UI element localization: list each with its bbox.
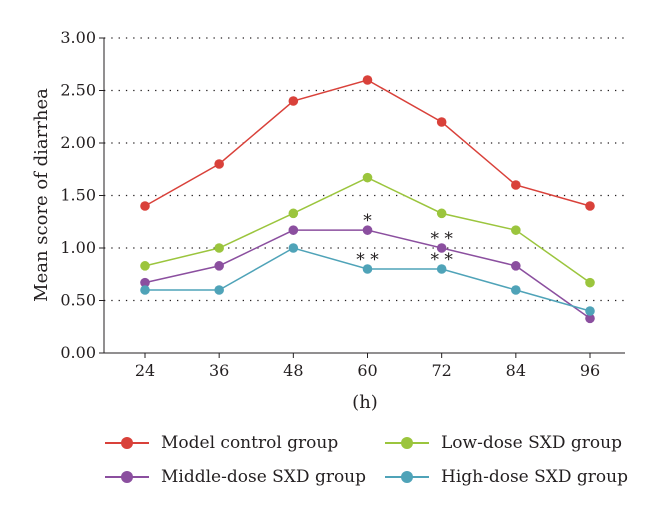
y-axis-label: Mean score of diarrhea xyxy=(31,88,52,302)
y-tick-label: 2.50 xyxy=(60,81,96,100)
y-tick-label: 3.00 xyxy=(60,28,96,47)
legend-item: Low-dose SXD group xyxy=(385,430,622,456)
series-line xyxy=(144,229,591,319)
axes xyxy=(103,38,625,354)
y-tick-label: 1.00 xyxy=(60,238,96,257)
legend-label: Low-dose SXD group xyxy=(441,433,622,453)
data-point xyxy=(585,313,595,324)
data-point xyxy=(585,306,595,316)
data-point xyxy=(436,243,447,253)
x-tick-label: 60 xyxy=(357,361,377,380)
data-point xyxy=(362,264,373,274)
data-point xyxy=(511,261,521,271)
data-point xyxy=(585,201,595,211)
data-point xyxy=(511,180,521,190)
data-point xyxy=(140,261,150,271)
data-point xyxy=(511,285,521,295)
series-3 xyxy=(140,243,595,316)
legend-label: Middle-dose SXD group xyxy=(161,467,367,487)
data-point xyxy=(140,201,150,211)
data-point xyxy=(436,208,447,219)
significance-marker: * * xyxy=(430,250,453,270)
data-point xyxy=(585,277,595,288)
data-point xyxy=(436,117,447,127)
series-0 xyxy=(140,75,595,211)
legend-label: High-dose SXD group xyxy=(441,467,628,487)
data-point xyxy=(288,208,299,219)
data-point xyxy=(214,285,224,295)
series-2 xyxy=(140,225,595,324)
data-point xyxy=(288,243,299,253)
significance-marker: * xyxy=(363,211,372,231)
x-tick-label: 36 xyxy=(209,361,229,380)
y-tick-label: 2.00 xyxy=(60,133,96,152)
line-chart: 0.00 0.50 1.00 1.50 2.00 2.50 3.00 24 36 48 60 72 8… xyxy=(31,28,625,413)
legend-swatch xyxy=(105,436,149,450)
data-point xyxy=(362,172,373,183)
legend-swatch xyxy=(105,470,149,484)
x-axis-ticks: 24 36 48 60 72 84 96 xyxy=(135,353,600,380)
data-point xyxy=(511,225,521,235)
data-point xyxy=(214,159,224,169)
data-point xyxy=(362,75,373,85)
x-tick-label: 84 xyxy=(506,361,526,380)
legend-item: Middle-dose SXD group xyxy=(105,464,366,490)
significance-marker: * * xyxy=(356,250,379,270)
data-point xyxy=(436,264,447,274)
legend-swatch xyxy=(385,436,429,450)
data-point xyxy=(214,261,224,271)
x-tick-label: 24 xyxy=(135,361,155,380)
y-tick-label: 0.50 xyxy=(60,291,96,310)
annotations: ** ** * * * xyxy=(356,211,453,270)
x-tick-label: 72 xyxy=(431,361,451,380)
x-tick-label: 48 xyxy=(283,361,303,380)
legend-swatch xyxy=(385,470,429,484)
series-group xyxy=(140,75,595,324)
legend-label: Model control group xyxy=(161,433,339,453)
x-axis-label: (h) xyxy=(352,392,378,413)
data-point xyxy=(140,277,150,288)
data-point xyxy=(288,225,299,235)
y-tick-label: 0.00 xyxy=(60,343,96,362)
data-point xyxy=(362,225,373,235)
legend-item: High-dose SXD group xyxy=(385,464,628,490)
significance-marker: * * xyxy=(430,229,453,249)
legend-item: Model control group xyxy=(105,430,338,456)
y-axis-ticks: 0.00 0.50 1.00 1.50 2.00 2.50 3.00 xyxy=(60,28,104,362)
data-point xyxy=(214,243,224,253)
x-tick-label: 96 xyxy=(580,361,600,380)
legend: Model control group Low-dose SXD group Mid… xyxy=(105,430,645,500)
y-tick-label: 1.50 xyxy=(60,186,96,205)
data-point xyxy=(140,285,150,295)
series-1 xyxy=(140,172,595,288)
data-point xyxy=(288,96,299,106)
